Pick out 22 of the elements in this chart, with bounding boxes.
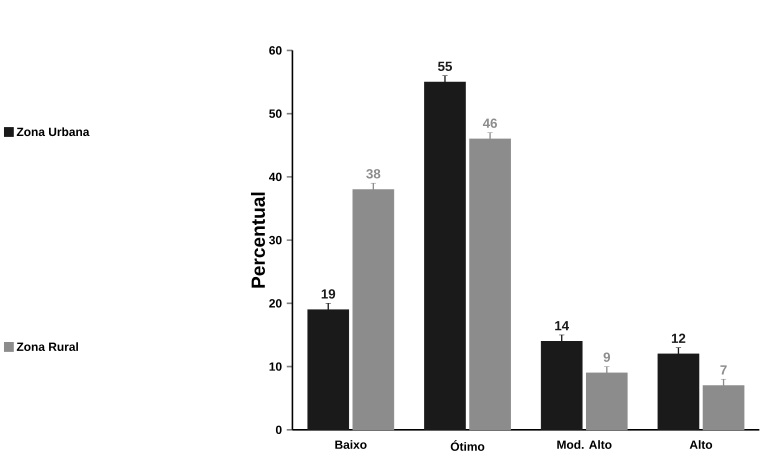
data-label: 55	[438, 62, 452, 71]
x-tick-label: Ótimo	[450, 440, 484, 451]
data-label: 46	[482, 118, 497, 128]
y-tick-label: 0	[276, 425, 282, 434]
y-tick-label: 40	[268, 172, 282, 181]
y-axis-title: Percentual	[250, 192, 265, 288]
x-tick-label: Baixo	[335, 440, 367, 449]
data-label: 9	[604, 352, 610, 362]
y-tick-label: 10	[270, 362, 282, 371]
legend-label: Zona Rural	[16, 342, 78, 351]
data-label: 12	[672, 334, 686, 343]
x-tick-label: Mod. Alto	[557, 440, 612, 449]
y-tick-label: 60	[269, 46, 282, 55]
legend-label: Zona Urbana	[16, 127, 90, 136]
data-label: 38	[366, 168, 380, 178]
x-tick-label: Alto	[690, 440, 712, 449]
data-label: 7	[720, 365, 727, 374]
y-tick-label: 50	[269, 109, 282, 118]
y-tick-label: 20	[269, 298, 282, 308]
data-label: 14	[555, 321, 570, 330]
data-label: 19	[322, 289, 336, 299]
y-tick-label: 30	[269, 236, 282, 244]
